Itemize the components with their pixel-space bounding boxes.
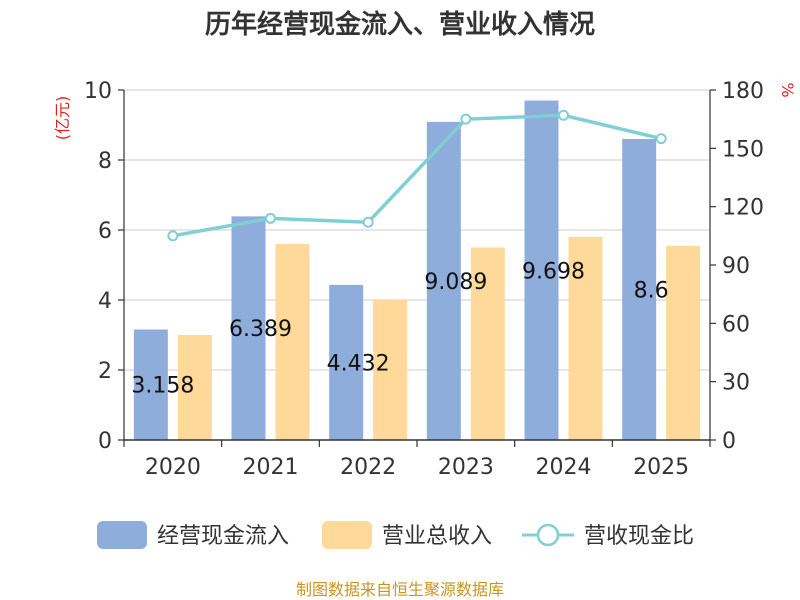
bars (133, 100, 701, 440)
right-tick-label: 180 (722, 79, 764, 104)
right-tick-label: 60 (722, 312, 750, 337)
left-tick-label: 10 (84, 79, 112, 104)
left-tick-label: 2 (98, 359, 112, 384)
x-tick-label: 2025 (633, 455, 689, 480)
data-label-cash-inflow: 9.089 (424, 270, 487, 295)
bar-revenue (373, 300, 408, 440)
bar-cash-inflow (426, 121, 461, 440)
legend-marker-ratio (536, 523, 560, 547)
x-tick-label: 2023 (438, 455, 494, 480)
bar-revenue (470, 247, 505, 440)
ratio-point (362, 216, 374, 228)
data-label-cash-inflow: 8.6 (634, 279, 669, 304)
ratio-point (655, 133, 667, 145)
bar-revenue (177, 335, 212, 440)
data-label-cash-inflow: 4.432 (327, 351, 390, 376)
right-tick-label: 150 (722, 137, 764, 162)
right-tick-label: 0 (722, 429, 736, 454)
x-tick-label: 2022 (340, 455, 396, 480)
data-label-cash-inflow: 9.698 (522, 259, 585, 284)
bar-cash-inflow (133, 329, 168, 440)
legend-label-revenue: 营业总收入 (382, 524, 492, 549)
x-tick-label: 2024 (536, 455, 592, 480)
left-tick-label: 6 (98, 219, 112, 244)
ratio-point (167, 230, 179, 242)
ratio-point (460, 113, 472, 125)
left-tick-label: 8 (98, 149, 112, 174)
bar-cash-inflow (524, 100, 559, 440)
left-axis-unit: (亿元) (53, 96, 72, 141)
right-axis-unit: % (778, 82, 797, 97)
bar-revenue (568, 237, 603, 440)
left-tick-label: 0 (98, 429, 112, 454)
legend-swatch-revenue (322, 521, 372, 549)
gridlines (124, 89, 710, 371)
data-label-cash-inflow: 3.158 (131, 374, 194, 399)
bar-cash-inflow (231, 216, 266, 440)
bar-cash-inflow (622, 139, 657, 440)
legend-swatch-cash-inflow (97, 521, 147, 549)
axes: 0 2 4 6 8 10 0 30 60 90 120 150 180 2020 2021 2022 2023 2… (84, 79, 764, 480)
data-label-cash-inflow: 6.389 (229, 317, 292, 342)
bar-revenue (666, 245, 701, 440)
left-tick-label: 4 (98, 289, 112, 314)
source-note: 制图数据来自恒生聚源数据库 (296, 580, 504, 599)
ratio-point (265, 212, 276, 224)
bar-cash-inflow (329, 284, 364, 440)
right-tick-label: 30 (722, 371, 750, 396)
x-tick-label: 2020 (145, 455, 201, 480)
bar-revenue (275, 244, 310, 440)
chart-title: 历年经营现金流入、营业收入情况 (205, 9, 595, 40)
legend-label-cash-inflow: 经营现金流入 (157, 524, 289, 549)
ratio-polyline (172, 113, 662, 238)
data-labels: 3.158 6.389 4.432 9.089 9.698 8.6 (131, 259, 668, 398)
ratio-point (558, 109, 569, 121)
legend-label-ratio: 营收现金比 (584, 524, 694, 549)
right-tick-label: 120 (722, 196, 764, 221)
ratio-line (167, 109, 667, 242)
x-tick-label: 2021 (243, 455, 299, 480)
legend: 经营现金流入 营业总收入 营收现金比 (97, 521, 694, 549)
right-tick-label: 90 (722, 254, 750, 279)
